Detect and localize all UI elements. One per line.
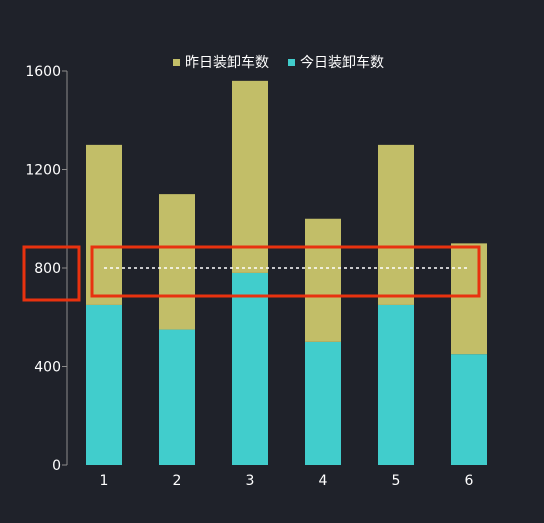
bar-today: [159, 329, 195, 465]
x-tick-label: 4: [319, 473, 328, 489]
bar-today: [451, 354, 487, 465]
bar-yesterday: [305, 218, 341, 342]
legend-swatch-today: [288, 59, 295, 66]
y-tick-label: 1600: [25, 64, 61, 80]
legend-label-today: 今日装卸车数: [300, 54, 384, 71]
bar-today: [378, 304, 414, 465]
y-tick-label: 800: [34, 261, 61, 277]
x-tick-label: 2: [173, 473, 182, 489]
legend-swatch-yesterday: [173, 59, 180, 66]
bar-yesterday: [451, 243, 487, 355]
bar-today: [86, 304, 122, 465]
y-tick-label: 0: [52, 458, 61, 474]
highlight-box-line: [90, 245, 481, 298]
x-tick-label: 5: [392, 473, 401, 489]
x-tick-label: 1: [100, 473, 109, 489]
bar-yesterday: [378, 144, 414, 305]
highlight-box-axis: [22, 245, 81, 302]
y-tick-label: 400: [34, 360, 61, 376]
x-tick-label: 3: [246, 473, 255, 489]
x-tick-label: 6: [465, 473, 474, 489]
bar-yesterday: [159, 194, 195, 330]
bar-today: [305, 341, 341, 465]
y-tick-label: 1200: [25, 163, 61, 179]
legend-label-yesterday: 昨日装卸车数: [185, 54, 269, 71]
bar-today: [232, 272, 268, 465]
bar-yesterday: [232, 80, 268, 273]
